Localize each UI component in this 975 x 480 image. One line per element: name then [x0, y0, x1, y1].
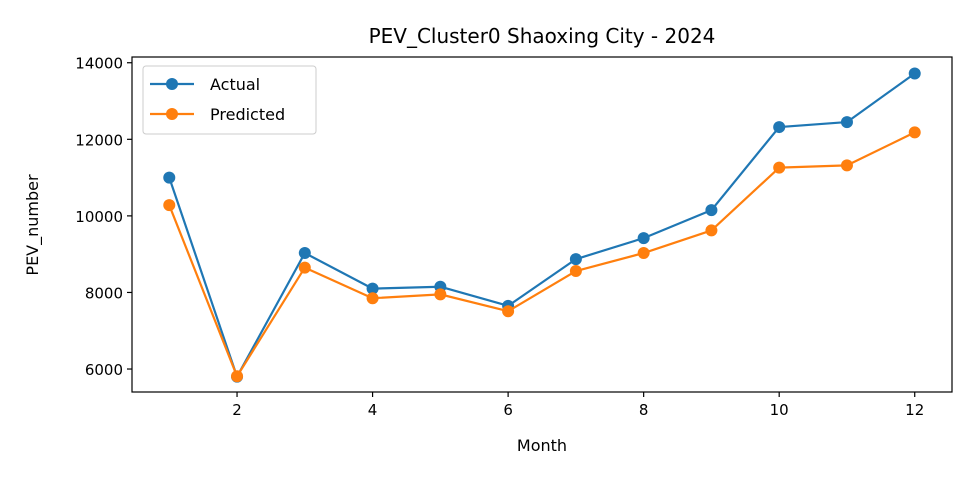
x-tick-label: 12	[905, 401, 924, 419]
plot-frame	[131, 56, 953, 393]
data-point-predicted	[231, 370, 244, 383]
data-point-predicted	[163, 199, 176, 212]
data-point-actual	[705, 204, 718, 217]
y-tick-label: 8000	[85, 284, 123, 302]
y-tick-label: 10000	[75, 208, 123, 226]
data-point-predicted	[908, 126, 921, 139]
legend-entry-predicted: Predicted	[150, 105, 285, 124]
y-tick-label: 12000	[75, 131, 123, 149]
data-point-predicted	[637, 247, 650, 260]
data-point-predicted	[773, 161, 786, 174]
data-point-actual	[637, 232, 650, 245]
data-point-actual	[569, 253, 582, 266]
x-tick-label: 10	[770, 401, 789, 419]
legend-entry-actual: Actual	[150, 75, 260, 94]
data-point-predicted	[705, 224, 718, 237]
data-point-predicted	[569, 265, 582, 278]
x-tick-label: 2	[232, 401, 242, 419]
data-point-actual	[908, 67, 921, 80]
data-point-actual	[773, 121, 786, 134]
chart-title: PEV_Cluster0 Shaoxing City - 2024	[369, 24, 716, 48]
series-line-actual	[168, 72, 916, 378]
y-tick-label: 14000	[75, 55, 123, 73]
y-axis-label: PEV_number	[23, 174, 43, 276]
data-point-predicted	[434, 288, 447, 301]
data-point-predicted	[840, 159, 853, 172]
data-point-actual	[840, 116, 853, 129]
data-point-predicted	[298, 261, 311, 274]
x-axis-ticks: 2 4 6 8 10 12	[232, 392, 924, 419]
y-tick-label: 6000	[85, 361, 123, 379]
y-axis-ticks: 6000 8000 10000 12000 14000	[75, 55, 132, 379]
x-tick-label: 4	[368, 401, 378, 419]
series-line-predicted	[168, 131, 916, 378]
legend: Actual Predicted	[142, 65, 317, 135]
legend-marker-actual	[166, 78, 178, 90]
x-axis-label: Month	[517, 436, 567, 455]
data-point-actual	[298, 247, 311, 260]
data-point-actual	[366, 282, 379, 295]
legend-label-actual: Actual	[210, 75, 260, 94]
data-point-predicted	[502, 305, 515, 318]
data-point-predicted	[366, 292, 379, 305]
legend-label-predicted: Predicted	[210, 105, 285, 124]
x-tick-label: 8	[639, 401, 649, 419]
data-point-actual	[163, 171, 176, 184]
series-layer	[163, 67, 921, 383]
x-tick-label: 6	[503, 401, 513, 419]
legend-marker-predicted	[166, 108, 178, 120]
